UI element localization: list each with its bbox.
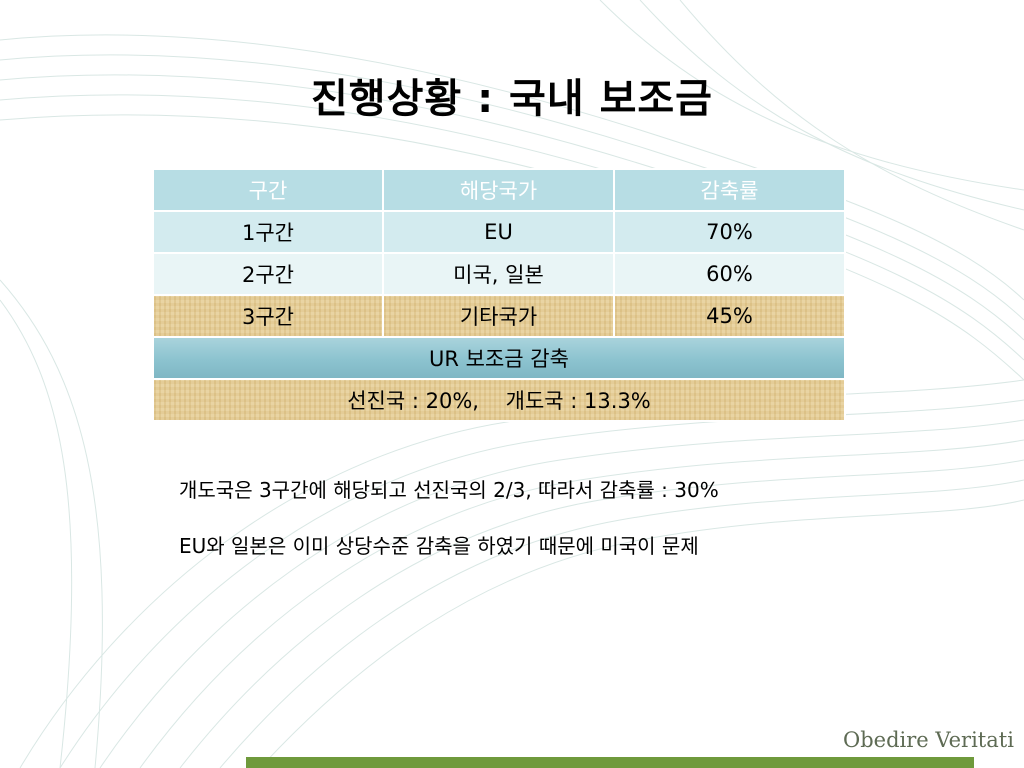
ur-subsidy-reduction-heading: UR 보조금 감축 bbox=[152, 336, 846, 380]
table-header-row: 구간 해당국가 감축률 bbox=[152, 168, 846, 212]
table-row: 2구간 미국, 일본 60% bbox=[152, 252, 846, 296]
table-cell-section: 2구간 bbox=[152, 252, 384, 296]
reduction-summary: 선진국 : 20%, 개도국 : 13.3% bbox=[152, 378, 846, 422]
merged-value-row: 선진국 : 20%, 개도국 : 13.3% bbox=[152, 378, 846, 422]
subsidy-table: 구간 해당국가 감축률 1구간 EU 70% 2구간 미국, 일본 60% 3구… bbox=[152, 168, 846, 422]
note-line: 개도국은 3구간에 해당되고 선진국의 2/3, 따라서 감축률 : 30% bbox=[179, 478, 719, 502]
table-cell-section: 3구간 bbox=[152, 294, 384, 338]
slide-title: 진행상황 : 국내 보조금 bbox=[311, 76, 713, 122]
column-header-countries: 해당국가 bbox=[382, 168, 615, 212]
table-cell-rate: 70% bbox=[613, 210, 846, 254]
table-cell-rate: 60% bbox=[613, 252, 846, 296]
table-row: 3구간 기타국가 45% bbox=[152, 294, 846, 338]
merged-header-row: UR 보조금 감축 bbox=[152, 336, 846, 380]
column-header-section: 구간 bbox=[152, 168, 384, 212]
footer-bar bbox=[246, 757, 974, 768]
brand-motto: Obedire Veritati bbox=[843, 728, 1014, 752]
table-cell-countries: EU bbox=[382, 210, 615, 254]
note-line: EU와 일본은 이미 상당수준 감축을 하였기 때문에 미국이 문제 bbox=[179, 534, 699, 558]
table-cell-countries: 기타국가 bbox=[382, 294, 615, 338]
table-cell-countries: 미국, 일본 bbox=[382, 252, 615, 296]
column-header-reduction-rate: 감축률 bbox=[613, 168, 846, 212]
table-cell-section: 1구간 bbox=[152, 210, 384, 254]
table-cell-rate: 45% bbox=[613, 294, 846, 338]
table-row: 1구간 EU 70% bbox=[152, 210, 846, 254]
